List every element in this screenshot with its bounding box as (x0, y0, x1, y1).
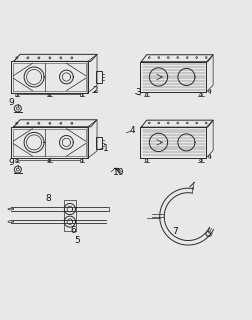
Circle shape (49, 123, 50, 124)
Circle shape (60, 123, 61, 124)
Circle shape (71, 123, 72, 124)
Text: 9: 9 (9, 158, 14, 167)
Text: 9: 9 (9, 98, 14, 107)
Circle shape (38, 123, 39, 124)
Text: 3: 3 (134, 88, 140, 97)
Text: 1: 1 (103, 144, 108, 153)
Text: 8: 8 (45, 195, 51, 204)
Text: 5: 5 (74, 236, 79, 244)
Text: 10: 10 (112, 168, 124, 177)
Text: 2: 2 (92, 85, 98, 94)
Bar (95, 71, 101, 83)
Bar (64, 199, 76, 231)
Circle shape (27, 123, 28, 124)
Text: 6: 6 (70, 227, 76, 236)
Circle shape (16, 123, 17, 124)
Text: 4: 4 (130, 126, 135, 135)
Text: 7: 7 (172, 227, 178, 236)
Bar (95, 137, 101, 148)
